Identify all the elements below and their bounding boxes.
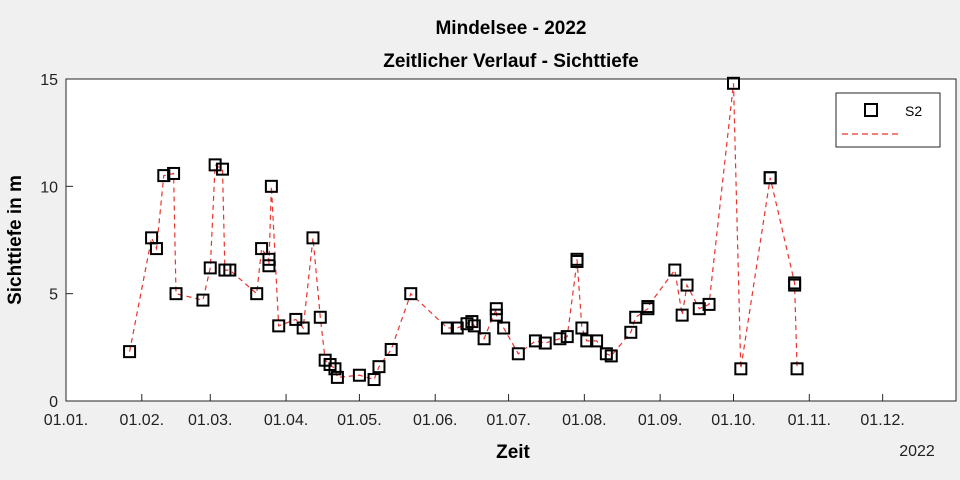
data-point [604,349,618,363]
data-point [788,278,802,292]
data-point [489,308,503,322]
data-point [264,179,278,193]
y-axis-ticks: 0 5 10 15 [40,72,73,411]
x-tick-label: 01.07. [486,412,530,429]
data-point [624,325,638,339]
data-point [223,263,237,277]
data-point [629,310,643,324]
x-tick-label: 01.11. [788,412,831,429]
data-point [467,319,481,333]
data-point [196,293,210,307]
data-point [208,158,222,172]
chart-title-line-2: Zeitlicher Verlauf - Sichttiefe [383,51,639,72]
data-point [372,360,386,374]
data-point [123,345,137,359]
data-point [328,362,342,376]
y-tick-label: 5 [49,287,58,304]
data-point [641,300,655,314]
data-point [384,342,398,356]
data-point [352,368,366,382]
data-point [465,315,479,329]
data-point [570,252,584,266]
x-tick-label: 01.06. [413,412,457,429]
data-point [250,287,264,301]
data-point [692,302,706,316]
y-tick-label: 0 [49,394,58,411]
x-tick-label: 01.03. [188,412,232,429]
legend: S2 [835,92,941,148]
x-tick-label: 01.08. [562,412,606,429]
data-point [560,330,574,344]
plot-area [65,78,957,402]
data-point [450,321,464,335]
legend-box [835,92,941,148]
data-point [528,334,542,348]
data-point [215,162,229,176]
data-point [272,319,286,333]
data-point [680,278,694,292]
x-tick-label: 01.10. [711,412,755,429]
data-point [149,242,163,256]
data-point [313,310,327,324]
data-point [763,171,777,185]
data-point [702,297,716,311]
data-point [306,231,320,245]
data-point [790,362,804,376]
x-tick-label: 01.01. [44,412,88,429]
data-point [575,321,589,335]
data-point [538,336,552,350]
data-point [734,362,748,376]
data-point [440,321,454,335]
data-point [296,321,310,335]
data-point [668,263,682,277]
legend-marker-square [864,103,878,117]
data-point [497,321,511,335]
data-point [675,308,689,322]
legend-label-s2: S2 [905,103,922,119]
data-point [167,166,181,180]
x-tick-label: 01.05. [337,412,381,429]
x-axis-ticks: 01.01. 01.02. 01.03. 01.04. 01.05. 01.06. 01.0… [44,394,905,429]
data-point [203,261,217,275]
x-tick-label: 01.09. [638,412,682,429]
data-point [404,287,418,301]
data-point [511,347,525,361]
data-point [727,76,740,90]
y-tick-label: 10 [40,179,58,196]
data-point [157,169,171,183]
data-point [169,287,183,301]
data-point [262,259,276,273]
year-label: 2022 [899,443,935,460]
data-point [330,370,344,384]
chart-title-line-1: Mindelsee - 2022 [435,18,586,39]
series-layer [123,76,804,387]
x-tick-label: 01.04. [264,412,308,429]
y-axis-label: Sichttiefe in m [5,175,26,305]
y-tick-label: 15 [40,72,58,89]
data-point [580,334,594,348]
x-tick-label: 01.02. [120,412,164,429]
data-point [477,332,491,346]
x-axis-label: Zeit [496,442,530,463]
data-point [255,242,269,256]
x-tick-label: 01.12. [860,412,904,429]
data-point [590,334,604,348]
data-point [553,332,567,346]
data-point [367,373,381,387]
data-point [289,312,303,326]
